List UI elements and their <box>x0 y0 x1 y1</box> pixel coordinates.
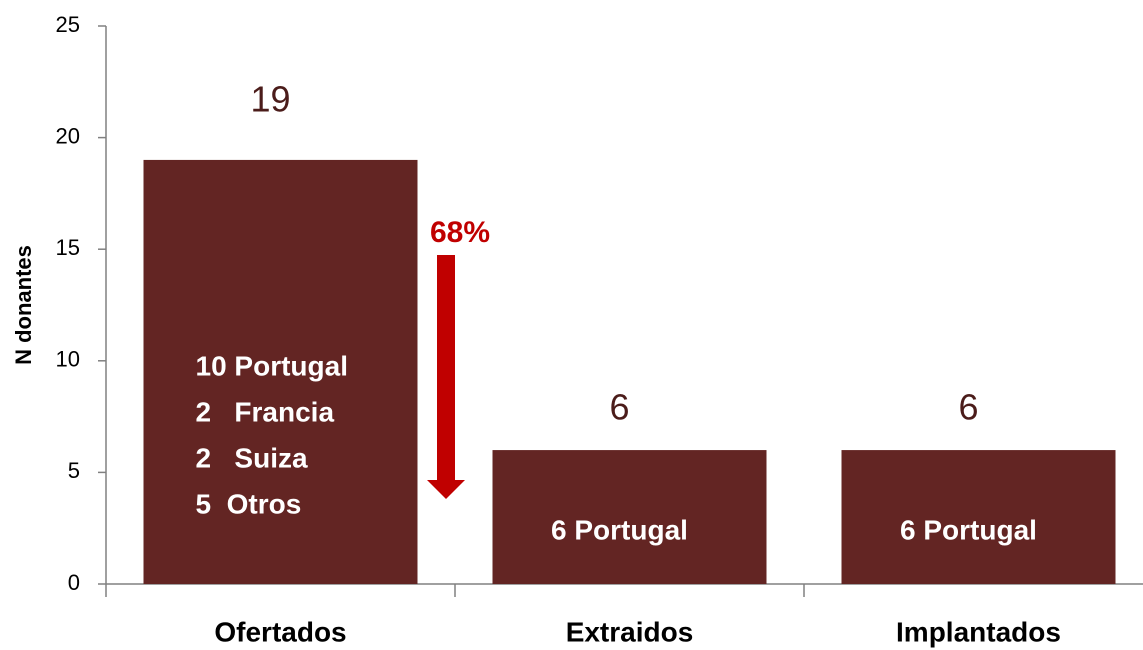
arrow-head <box>427 480 465 499</box>
bar-note: 2 Suiza <box>196 442 308 473</box>
annotation: 68% <box>430 216 490 249</box>
bar-note: 2 Francia <box>196 396 335 427</box>
y-tick-label: 20 <box>56 123 80 148</box>
data-label: 6 <box>958 387 978 428</box>
arrow-shaft <box>437 255 455 481</box>
x-tick-label: Ofertados <box>214 616 346 647</box>
data-label: 19 <box>250 78 290 119</box>
y-tick-label: 10 <box>56 347 80 372</box>
bar <box>492 450 767 584</box>
x-tick-label: Implantados <box>896 616 1061 647</box>
x-tick-label: Extraidos <box>566 616 694 647</box>
bar-note: 10 Portugal <box>196 350 348 381</box>
y-tick-label: 15 <box>56 235 80 260</box>
bar-note: 6 Portugal <box>551 514 688 545</box>
y-tick-label: 25 <box>56 12 80 37</box>
bar <box>143 159 418 585</box>
bar-note: 6 Portugal <box>900 514 1037 545</box>
y-tick-label: 5 <box>68 458 80 483</box>
y-tick-label: 0 <box>68 570 80 595</box>
y-axis-label: N donantes <box>11 245 36 365</box>
bar-note: 5 Otros <box>196 488 302 519</box>
bar <box>841 450 1116 584</box>
data-label: 6 <box>609 387 629 428</box>
arrow <box>427 255 465 499</box>
